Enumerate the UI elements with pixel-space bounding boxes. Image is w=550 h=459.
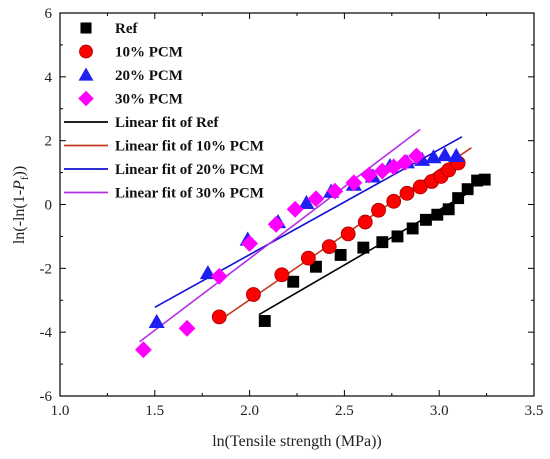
data-point-series-3	[396, 153, 414, 171]
data-point-series-3	[267, 215, 285, 233]
y-axis-title: ln(-ln(1-Pf))	[11, 166, 31, 244]
y-axis-title-prefix: ln(-ln(1-	[11, 190, 28, 244]
data-point-series-0	[442, 203, 455, 216]
legend-marker-3	[78, 90, 94, 107]
data-point-series-1	[371, 202, 386, 218]
data-point-series-0	[287, 275, 300, 288]
data-point-series-1	[399, 185, 415, 201]
data-point-series-0	[391, 230, 404, 243]
data-point-series-2	[298, 194, 315, 209]
data-point-series-2	[436, 146, 453, 162]
data-point-series-3	[326, 182, 344, 200]
data-point-series-3	[345, 174, 363, 192]
data-point-series-0	[419, 213, 432, 226]
x-axis-title: ln(Tensile strength (MPa))	[212, 433, 382, 450]
y-tick-label: -6	[40, 389, 53, 405]
y-axis-title-variable: P	[11, 180, 28, 191]
data-point-series-3	[408, 147, 425, 165]
legend-marker-2	[78, 67, 94, 81]
data-point-series-1	[340, 226, 356, 242]
y-tick-label: 2	[45, 134, 53, 150]
data-point-series-3	[286, 200, 304, 218]
legend-label-3: 30% PCM	[115, 92, 183, 108]
legend: Ref 10% PCM 20% PCM 30% PCM Linear fit of Re…	[64, 21, 264, 202]
data-point-series-3	[178, 319, 196, 337]
data-point-series-1	[300, 250, 316, 266]
legend-fit-label-3: Linear fit of 30% PCM	[115, 186, 264, 202]
data-point-series-1	[211, 309, 227, 325]
x-tick-label: 3.5	[525, 403, 544, 419]
data-point-series-0	[357, 241, 370, 254]
legend-marker-1	[79, 44, 93, 59]
fit-line-3	[139, 128, 421, 343]
legend-label-1: 10% PCM	[115, 45, 183, 61]
data-point-series-3	[373, 162, 391, 180]
data-point-series-0	[376, 236, 389, 249]
data-point-series-0	[431, 208, 444, 221]
data-point-series-3	[360, 166, 378, 184]
data-point-series-3	[307, 190, 325, 208]
y-axis: -6 -4 -2 0 2 4 6	[40, 6, 534, 405]
data-markers	[135, 146, 491, 359]
y-tick-label: 6	[45, 6, 53, 22]
x-tick-label: 1.5	[145, 403, 164, 419]
data-point-series-0	[461, 183, 474, 196]
x-tick-label: 1.0	[51, 403, 70, 419]
data-point-series-0	[334, 248, 347, 261]
data-point-series-1	[386, 193, 402, 209]
data-point-series-1	[321, 239, 337, 255]
y-axis-title-suffix: ))	[11, 166, 28, 177]
x-tick-label: 2.0	[240, 403, 259, 419]
y-tick-label: -2	[40, 261, 53, 277]
data-point-series-2	[425, 149, 442, 164]
data-point-series-1	[245, 287, 261, 302]
data-point-series-0	[258, 315, 271, 327]
data-point-series-1	[274, 267, 290, 283]
x-tick-label: 2.5	[335, 403, 354, 419]
legend-marker-0	[80, 22, 92, 34]
data-point-series-3	[210, 267, 228, 285]
legend-fit-label-1: Linear fit of 10% PCM	[115, 139, 264, 155]
legend-label-2: 20% PCM	[115, 68, 183, 84]
data-point-series-3	[241, 235, 258, 252]
y-axis-title-subscript: f	[19, 176, 31, 180]
y-tick-label: -4	[40, 325, 53, 341]
legend-fit-label-2: Linear fit of 20% PCM	[115, 162, 264, 178]
x-axis: 1.0 1.5 2.0 2.5 3.0 3.5	[51, 13, 544, 419]
data-point-series-0	[452, 192, 465, 205]
data-point-series-2	[448, 147, 465, 163]
data-point-series-0	[478, 173, 491, 186]
y-tick-label: 4	[45, 70, 53, 86]
data-point-series-1	[357, 214, 373, 230]
y-tick-label: 0	[45, 198, 53, 214]
data-point-series-2	[148, 313, 165, 328]
data-point-series-0	[406, 222, 419, 235]
x-tick-label: 3.0	[430, 403, 449, 419]
data-point-series-3	[135, 341, 152, 359]
data-point-series-0	[471, 174, 484, 187]
data-point-series-0	[310, 260, 322, 273]
legend-label-0: Ref	[115, 21, 138, 37]
legend-fit-label-0: Linear fit of Ref	[115, 115, 219, 131]
